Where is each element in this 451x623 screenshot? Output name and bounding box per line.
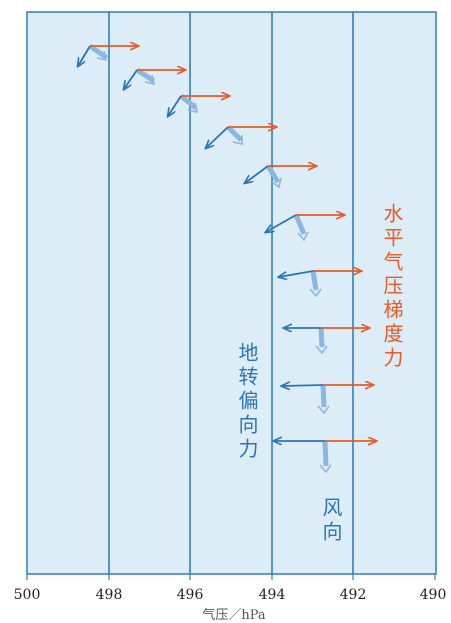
wind-arrowhead (309, 288, 322, 298)
tick-label: 490 (420, 587, 447, 603)
wind-arrow (320, 384, 327, 408)
tick-label: 498 (96, 587, 123, 603)
force-vectors (78, 43, 376, 474)
wind-arrow (88, 43, 109, 61)
wind-arrowhead (297, 231, 309, 242)
wind-arrow (265, 164, 281, 184)
x-axis-ticks (26, 574, 436, 580)
coriolis-label: 地转偏向力 (235, 342, 259, 462)
wind-arrowhead (96, 50, 108, 62)
wind-arrow (318, 327, 325, 348)
coriolis-arrow (245, 165, 269, 183)
wind-arrow (310, 270, 319, 291)
wind-arrow (135, 67, 156, 84)
wind-direction-label: 风向 (319, 497, 343, 545)
coriolis-arrow (279, 270, 314, 277)
tick-label: 496 (177, 587, 204, 603)
wind-arrowhead (187, 102, 199, 114)
coriolis-arrow (124, 69, 138, 89)
coriolis-arrow (206, 126, 229, 148)
wind-arrowhead (271, 177, 282, 189)
tick-label: 492 (340, 587, 367, 603)
coriolis-arrow (282, 385, 324, 386)
wind-arrowhead (232, 135, 243, 145)
wind-arrowhead (315, 345, 328, 355)
coriolis-arrow (266, 214, 297, 232)
wind-arrow (226, 125, 243, 142)
wind-arrowhead (317, 405, 330, 415)
tick-label: 494 (259, 587, 286, 603)
plot-background (26, 11, 437, 575)
wind-arrow (293, 214, 307, 235)
wind-arrow (322, 440, 329, 467)
wind-arrow (179, 94, 198, 110)
wind-arrowhead (319, 464, 332, 474)
pressure-gradient-label: 水平气压梯度力 (380, 203, 404, 371)
coriolis-arrow (78, 45, 91, 66)
wind-arrowhead (144, 74, 156, 86)
coriolis-arrow (168, 95, 182, 116)
x-axis-label: 气压／hPa (202, 607, 266, 623)
x-axis-tick-labels: 500 498 496 494 492 490 (14, 587, 447, 603)
tick-label: 500 (14, 587, 41, 603)
